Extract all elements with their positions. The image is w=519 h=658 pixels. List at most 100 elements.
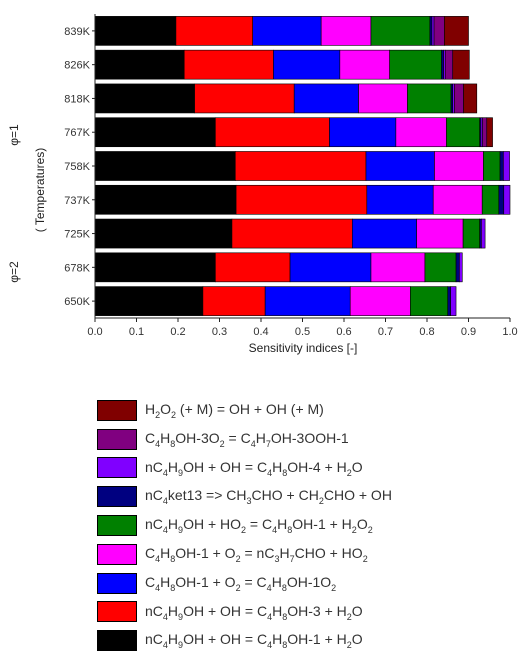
bars-layer [94,16,511,316]
bar-segment-650K-series-5 [447,286,451,316]
y-tick-label: 725K [64,229,90,241]
legend-label: H2O2 (+ M) = OH + OH (+ M) [145,401,324,420]
x-tick-label: 0.2 [170,326,185,338]
bar-segment-826K-series-1 [183,49,274,80]
sensitivity-chart: 0.0 0.1 0.2 0.3 0.4 0.5 0.6 0.7 0.8 0.9 1.0 839K 82… [7,14,518,355]
bar-segment-650K-series-0 [94,286,204,316]
bar-segment-758K-series-4 [483,151,501,181]
y-tick-label: 737K [64,195,90,207]
legend-item: C4H8OH-1 + O2 = C4H8OH-1O2 [97,569,507,598]
bar-segment-758K-series-2 [365,151,435,181]
bar-segment-725K-series-1 [231,218,353,249]
legend-label: nC4H9OH + OH = C4H8OH-3 + H2O [145,602,363,622]
bar-segment-678K-series-4 [424,252,457,283]
legend-swatch [97,572,137,594]
legend-swatch [97,399,137,421]
bar-segment-725K-series-3 [416,218,464,249]
bar-segment-650K-series-6 [450,286,457,316]
bar-segment-826K-series-8 [452,49,470,80]
bar-segment-818K-series-1 [194,83,295,114]
bar-segment-758K-series-0 [94,151,236,181]
bar-segment-839K-series-0 [94,16,177,46]
group-labels: φ=1 ( Temperatures) φ=2 [7,124,47,283]
bar-segment-767K-series-8 [486,117,493,148]
bar-segment-737K-series-3 [432,184,483,215]
bar-segment-725K-series-4 [462,218,481,249]
bar-segment-678K-series-6 [459,252,463,283]
bar-segment-678K-series-0 [94,252,216,283]
bar-segment-826K-series-7 [444,49,454,80]
legend-label: C4H8OH-3O2 = C4H7OH-3OOH-1 [145,429,349,449]
x-tick-label: 0.7 [378,326,393,338]
x-tick-label: 0.0 [87,326,102,338]
y-tick-label: 678K [64,262,90,274]
bar-segment-650K-series-2 [264,286,351,316]
legend-swatch [97,601,137,623]
bar-segment-826K-series-4 [389,49,442,80]
bar-segment-758K-series-3 [434,151,484,181]
bar-segment-826K-series-5 [441,49,444,80]
bar-segment-737K-series-1 [235,184,368,215]
bar-segment-826K-series-0 [94,49,185,80]
bar-segment-767K-series-0 [94,117,216,148]
x-tick-label: 0.3 [212,326,227,338]
legend-label: C4H8OH-1 + O2 = nC3H7CHO + HO2 [145,544,368,564]
legend-swatch [97,543,137,565]
bar-segment-839K-series-8 [444,16,469,46]
bar-segment-839K-series-3 [320,16,372,46]
x-ticks: 0.0 0.1 0.2 0.3 0.4 0.5 0.6 0.7 0.8 0.9 1.0 [87,318,518,338]
legend-swatch [97,630,137,652]
legend: H2O2 (+ M) = OH + OH (+ M) C4H8OH-3O2 = C… [97,396,507,655]
x-tick-label: 0.5 [295,326,310,338]
bar-segment-839K-series-2 [252,16,322,46]
bar-segment-818K-series-8 [463,83,478,114]
x-axis-title: Sensitivity indices [-] [249,341,358,355]
bar-segment-678K-series-2 [289,252,372,283]
x-tick-label: 1.0 [502,326,517,338]
bar-segment-767K-series-2 [329,117,397,148]
y-tick-labels: 839K 826K 818K 767K 758K 737K 725K 678K 650K [64,26,95,308]
bar-segment-737K-series-4 [481,184,500,215]
legend-item: nC4H9OH + OH = C4H8OH-4 + H2O [97,454,507,483]
bar-segment-818K-series-4 [407,83,452,114]
bar-segment-725K-series-6 [481,218,486,249]
bar-segment-678K-series-1 [215,252,291,283]
legend-label: nC4ket13 => CH3CHO + CH2CHO + OH [145,487,392,507]
bar-segment-650K-series-1 [202,286,266,316]
legend-swatch [97,515,137,537]
x-tick-label: 0.9 [461,326,476,338]
bar-segment-737K-series-2 [366,184,434,215]
legend-item: nC4H9OH + OH = C4H8OH-3 + H2O [97,598,507,627]
bar-segment-826K-series-3 [339,49,390,80]
bar-segment-767K-series-4 [446,117,481,148]
bar-segment-725K-series-0 [94,218,233,249]
bar-segment-650K-series-3 [349,286,411,316]
y-tick-label: 758K [64,161,90,173]
bar-segment-758K-series-6 [503,151,510,181]
bar-segment-767K-series-1 [215,117,330,148]
bar-segment-818K-series-7 [454,83,464,114]
legend-label: nC4H9OH + OH = C4H8OH-4 + H2O [145,458,363,478]
bar-segment-737K-series-6 [503,184,511,215]
legend-item: C4H8OH-3O2 = C4H7OH-3OOH-1 [97,425,507,454]
x-tick-label: 0.1 [129,326,144,338]
bar-segment-737K-series-0 [94,184,237,215]
group-label-temperatures: ( Temperatures) [33,148,47,232]
legend-label: nC4H9OH + OH = C4H8OH-1 + H2O [145,631,363,651]
y-tick-label: 826K [64,60,90,72]
group-label-phi2: φ=2 [7,261,21,283]
bar-segment-767K-series-3 [395,117,447,148]
legend-swatch [97,428,137,450]
legend-item: C4H8OH-1 + O2 = nC3H7CHO + HO2 [97,540,507,569]
y-tick-label: 767K [64,127,90,139]
legend-swatch [97,486,137,508]
y-tick-label: 818K [64,93,90,105]
bar-segment-758K-series-5 [499,151,504,181]
legend-label: C4H8OH-1 + O2 = C4H8OH-1O2 [145,573,337,593]
bar-segment-839K-series-5 [429,16,433,46]
legend-item: nC4H9OH + HO2 = C4H8OH-1 + H2O2 [97,511,507,540]
legend-item: nC4ket13 => CH3CHO + CH2CHO + OH [97,482,507,511]
bar-segment-818K-series-2 [293,83,359,114]
bar-segment-737K-series-5 [498,184,505,215]
legend-item: H2O2 (+ M) = OH + OH (+ M) [97,396,507,425]
